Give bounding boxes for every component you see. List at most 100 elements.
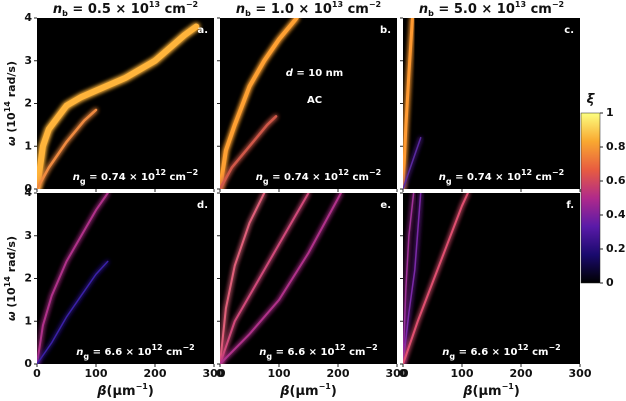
plot-area (403, 18, 422, 189)
text-part: −2 (365, 343, 377, 352)
text-part: g (80, 177, 86, 186)
text-part: 12 (151, 343, 162, 352)
y-tick-label: 3 (24, 229, 32, 242)
text-part: ξ (587, 92, 596, 107)
text-part: β (96, 384, 106, 399)
y-axis-label: ω (1014 rad/s) (3, 61, 18, 146)
x-tick-label: 300 (203, 367, 226, 380)
colorbar-tick-label: 0.4 (606, 208, 626, 221)
text-part: n (259, 347, 266, 358)
x-tick-label: 200 (144, 367, 167, 380)
dispersion-curve (403, 193, 422, 364)
panel-letter: e. (380, 200, 391, 211)
panel-letter: d. (197, 200, 208, 211)
text-part: cm (166, 172, 186, 183)
text-part: cm (532, 172, 552, 183)
y-axis-label: ω (1014 rad/s) (3, 236, 18, 321)
panel-title: nb = 5.0 × 1013 cm−2 (419, 0, 564, 18)
text-part: 14 (3, 276, 12, 288)
text-part: cm (163, 347, 183, 358)
text-part: (10 (5, 112, 18, 137)
text-part: ω (5, 311, 18, 321)
text-part: ) (514, 384, 520, 399)
y-tick-label: 4 (24, 11, 32, 24)
annotation: d = 10 nm (286, 68, 343, 79)
x-tick-label: 300 (386, 367, 409, 380)
y-tick-label: 1 (24, 139, 32, 152)
text-part: n (73, 172, 80, 183)
text-part: g (446, 177, 452, 186)
text-part: −2 (548, 343, 560, 352)
text-part: g (449, 352, 455, 361)
text-part: cm (343, 2, 369, 17)
text-part: 12 (334, 343, 345, 352)
text-part: n (419, 2, 428, 17)
y-tick-label: 0 (24, 357, 32, 370)
text-part: −1 (502, 382, 515, 391)
text-part: = 6.6 × 10 (272, 347, 334, 358)
colorbar-tick-label: 0.8 (606, 140, 626, 153)
y-tick-label: 4 (24, 186, 32, 199)
text-part: (10 (5, 287, 18, 312)
panel-background (220, 18, 397, 189)
x-tick-label: 0 (216, 367, 224, 380)
text-part: b (245, 9, 251, 18)
x-tick-label: 100 (268, 367, 291, 380)
colorbar-tick-label: 0.2 (606, 242, 626, 255)
text-part: = 0.74 × 10 (269, 172, 338, 183)
carrier-density: ng = 6.6 × 1012 cm−2 (259, 343, 377, 361)
text-part: −2 (182, 343, 194, 352)
dispersion-curve (403, 193, 469, 364)
text-part: n (53, 2, 62, 17)
text-part: cm (160, 2, 186, 17)
carrier-density: ng = 0.74 × 1012 cm−2 (439, 168, 564, 186)
dispersion-curve (403, 18, 414, 189)
text-part: 13 (515, 0, 526, 9)
panel-title: nb = 1.0 × 1013 cm−2 (236, 0, 381, 18)
colorbar (580, 112, 601, 284)
text-part: g (83, 352, 89, 361)
text-part: 12 (521, 168, 532, 177)
text-part: = 0.74 × 10 (452, 172, 521, 183)
plot-area (403, 193, 469, 364)
dispersion-curve (403, 136, 422, 189)
dispersion-curve (403, 193, 415, 364)
dispersion-curve (220, 18, 299, 189)
panel-background (37, 18, 214, 189)
text-part: b (428, 9, 434, 18)
panel-letter: c. (564, 25, 574, 36)
x-axis-label: β(μm−1) (96, 382, 154, 399)
plot-area (220, 18, 299, 189)
dispersion-curve (37, 193, 109, 364)
text-part: AC (307, 95, 322, 106)
panel-background (403, 18, 580, 189)
text-part: n (236, 2, 245, 17)
text-part: −2 (552, 0, 564, 9)
x-tick-label: 0 (399, 367, 407, 380)
text-part: g (266, 352, 272, 361)
text-part: rad/s) (5, 236, 18, 276)
text-part: 12 (517, 343, 528, 352)
text-part: 13 (332, 0, 343, 9)
text-part: β (462, 384, 472, 399)
text-part: = 6.6 × 10 (455, 347, 517, 358)
carrier-density: ng = 6.6 × 1012 cm−2 (442, 343, 560, 361)
panel-background (403, 193, 580, 364)
plot-area (220, 193, 342, 364)
text-part: = 6.6 × 10 (89, 347, 151, 358)
y-tick-label: 1 (24, 314, 32, 327)
colorbar-tick-label: 0 (606, 276, 614, 289)
panel-letter: f. (566, 200, 574, 211)
text-part: cm (349, 172, 369, 183)
text-part: cm (529, 347, 549, 358)
text-part: 12 (338, 168, 349, 177)
dispersion-curve (37, 260, 109, 364)
text-part: n (256, 172, 263, 183)
dispersion-curve (220, 193, 266, 364)
text-part: n (439, 172, 446, 183)
text-part: −2 (186, 0, 198, 9)
text-part: = 0.74 × 10 (86, 172, 155, 183)
plot-area (37, 23, 200, 189)
colorbar-tick-label: 1 (606, 106, 614, 119)
